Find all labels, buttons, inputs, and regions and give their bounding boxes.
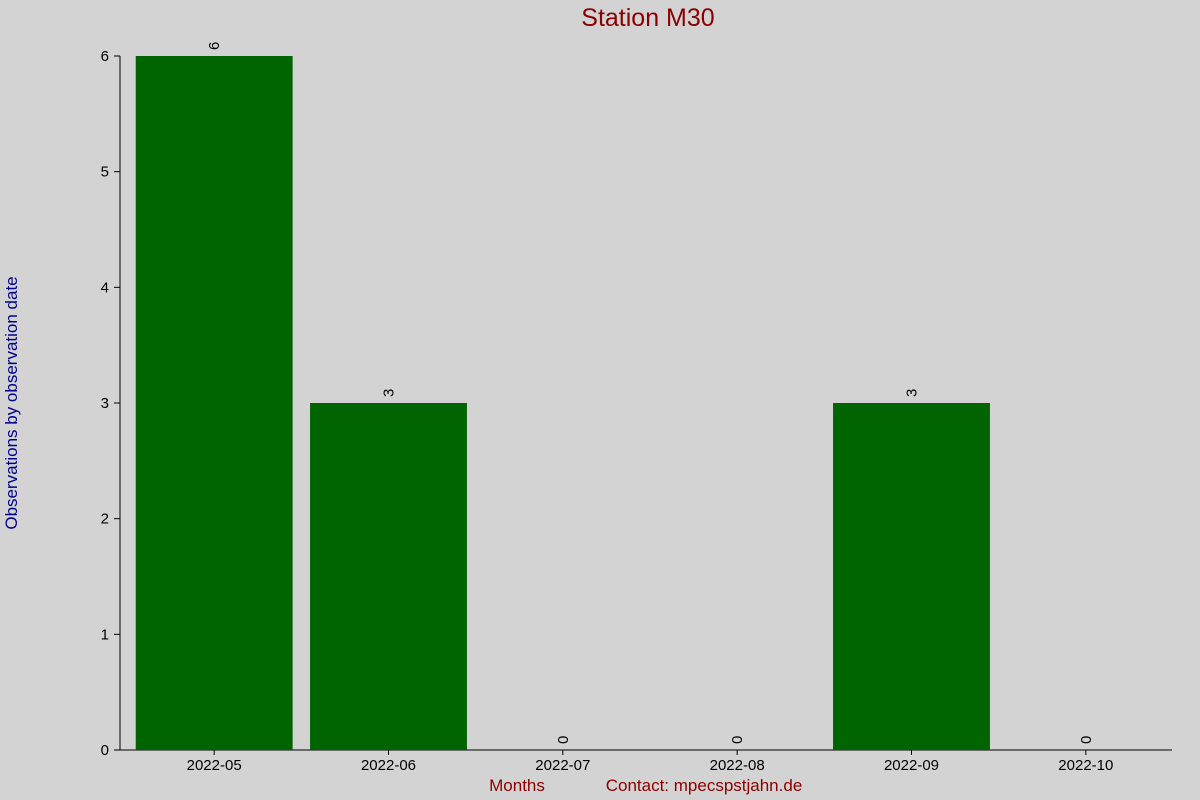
y-axis-label: Observations by observation date (2, 276, 21, 529)
y-tick-label: 3 (101, 395, 109, 412)
value-label: 3 (381, 389, 398, 397)
y-tick-label: 1 (101, 626, 109, 643)
x-tick-label: 2022-07 (535, 757, 590, 774)
x-tick-label: 2022-08 (710, 757, 765, 774)
x-tick-label: 2022-06 (361, 757, 416, 774)
y-tick-label: 2 (101, 511, 109, 528)
y-tick-label: 0 (101, 742, 109, 759)
bar (135, 56, 293, 750)
footer: Contact: mpecspstjahn.de (606, 776, 803, 795)
x-tick-label: 2022-05 (187, 757, 242, 774)
x-tick-label: 2022-10 (1058, 757, 1113, 774)
y-tick-label: 6 (101, 48, 109, 65)
value-label: 3 (904, 389, 921, 397)
bar (310, 403, 467, 750)
value-label: 6 (206, 42, 223, 50)
y-tick-label: 4 (101, 279, 109, 296)
value-label: 0 (729, 736, 746, 744)
value-label: 0 (555, 736, 572, 744)
x-axis-label: Months (489, 776, 545, 795)
y-tick-label: 5 (101, 164, 109, 181)
bar (833, 403, 990, 750)
value-label: 0 (1078, 736, 1095, 744)
chart-title: Station M30 (581, 4, 714, 32)
x-tick-label: 2022-09 (884, 757, 939, 774)
